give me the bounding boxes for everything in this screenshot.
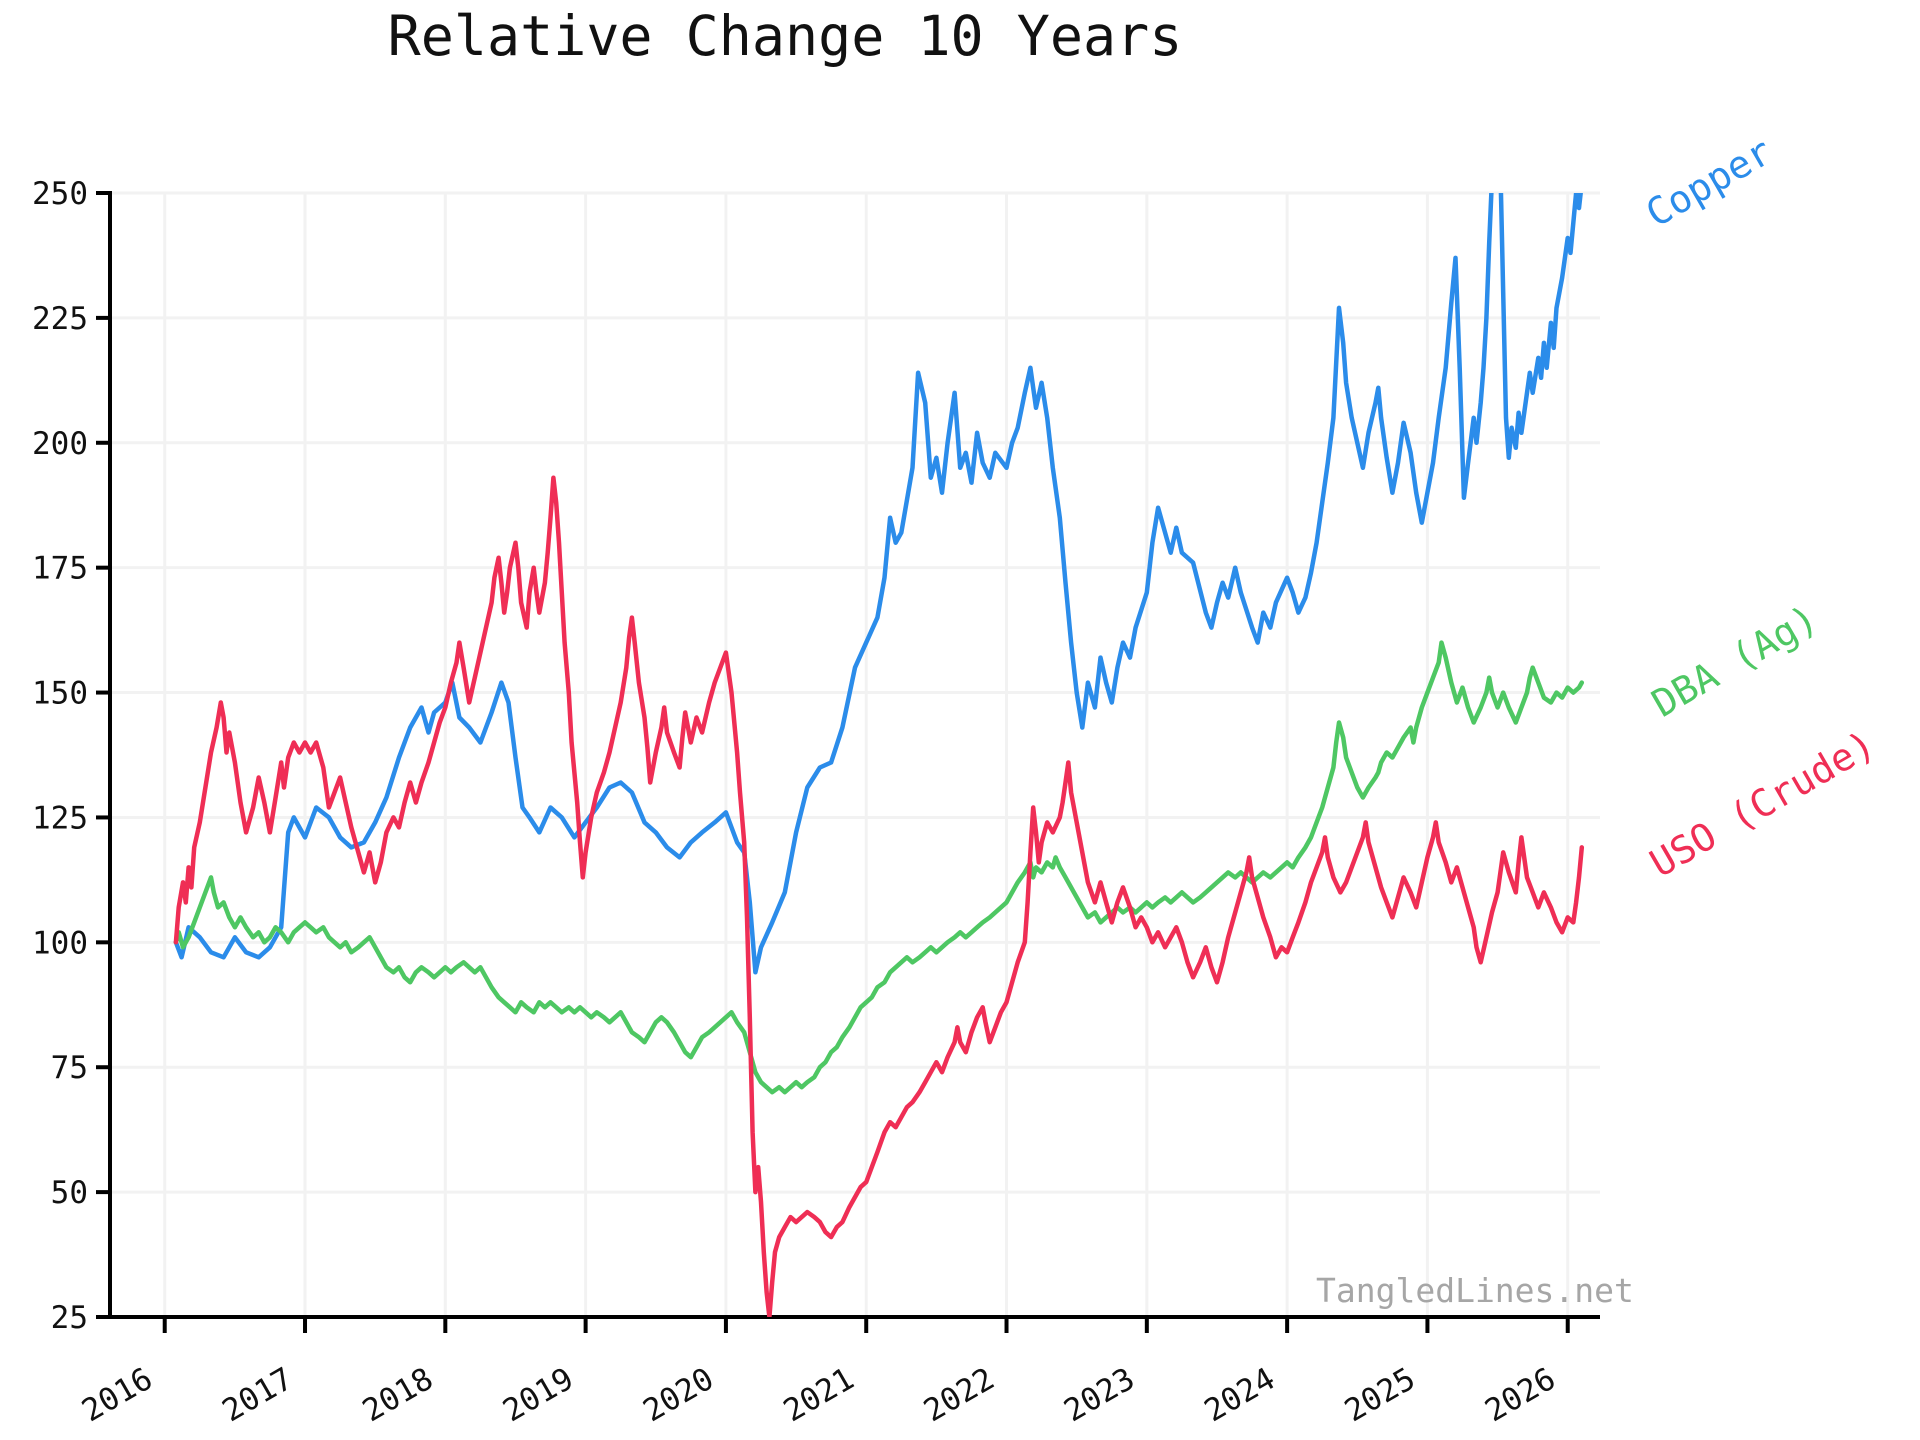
x-tick-label: 2021: [778, 1361, 861, 1430]
gridlines: [110, 191, 1600, 1319]
x-tick-label: 2019: [497, 1361, 580, 1430]
x-tick-label: 2017: [216, 1361, 299, 1430]
chart-title: Relative Change 10 Years: [388, 4, 1183, 68]
y-tick-label: 150: [32, 676, 88, 712]
dba-line: [173, 640, 1585, 1095]
y-tick-label: 125: [32, 800, 88, 836]
axis-tick-labels: 25 50 75 100 125 150 175 200 225 250 2016 2017 2018 2…: [32, 176, 1562, 1429]
watermark-text: TangledLines.net: [1316, 1271, 1634, 1310]
x-tick-label: 2022: [918, 1361, 1001, 1430]
y-tick-label: 200: [32, 426, 88, 462]
y-tick-label: 100: [32, 925, 88, 961]
uso-series-label: USO (Crude): [1643, 722, 1883, 886]
copper-series-label: Copper: [1639, 129, 1780, 236]
plot-area: [173, 193, 1585, 1317]
x-tick-label: 2018: [357, 1361, 440, 1430]
x-tick-label: 2020: [637, 1361, 720, 1430]
x-tick-label: 2026: [1479, 1361, 1562, 1430]
y-tick-label: 225: [32, 301, 88, 337]
x-tick-label: 2016: [76, 1361, 159, 1430]
dba-series-label: DBA (Ag): [1645, 596, 1826, 726]
uso-line: [173, 475, 1585, 1317]
y-tick-label: 25: [51, 1300, 88, 1336]
y-tick-label: 250: [32, 176, 88, 212]
copper-line: [173, 193, 1583, 975]
y-tick-label: 175: [32, 551, 88, 587]
x-tick-label: 2025: [1339, 1361, 1422, 1430]
y-tick-label: 75: [51, 1050, 88, 1086]
axis-ticks: [96, 191, 1570, 1333]
y-tick-label: 50: [51, 1175, 88, 1211]
x-tick-label: 2024: [1198, 1361, 1281, 1430]
x-tick-label: 2023: [1058, 1361, 1141, 1430]
